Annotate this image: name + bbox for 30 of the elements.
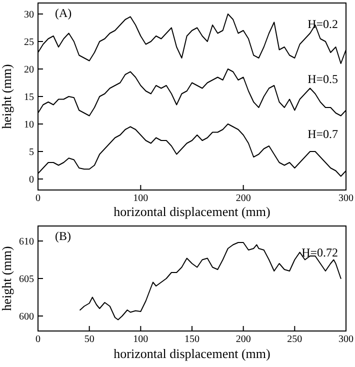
y-axis-title: height (mm) xyxy=(0,246,14,311)
y-tick-label: 10 xyxy=(24,120,34,130)
x-tick-label: 300 xyxy=(338,334,354,345)
x-tick-label: 200 xyxy=(236,334,251,345)
chart-title: (B) xyxy=(55,229,71,243)
y-tick-label: 5 xyxy=(29,147,34,158)
series-label: H=0.7 xyxy=(308,127,338,141)
line-series xyxy=(80,242,342,320)
x-tick-label: 300 xyxy=(338,193,354,204)
x-tick-label: 250 xyxy=(287,334,302,345)
x-tick-label: 200 xyxy=(236,193,251,204)
series-label: H=0.5 xyxy=(308,72,338,86)
y-axis-title: height (mm) xyxy=(0,64,14,129)
y-tick-label: 600 xyxy=(19,312,34,322)
y-tick-label: 610 xyxy=(19,236,34,248)
x-axis-title: horizontal displacement (mm) xyxy=(114,204,270,219)
y-tick-label: 30 xyxy=(24,10,34,20)
series-label: H=0.2 xyxy=(308,17,338,31)
chart-title: (A) xyxy=(55,6,72,20)
series-label: H=0.72 xyxy=(302,246,338,260)
y-tick-label: 605 xyxy=(19,274,34,285)
x-tick-label: 100 xyxy=(133,334,148,345)
y-tick-label: 25 xyxy=(24,37,34,48)
y-tick-label: 20 xyxy=(24,64,34,76)
y-tick-label: 15 xyxy=(24,92,34,103)
x-tick-label: 50 xyxy=(84,334,94,345)
y-tick-label: 0 xyxy=(29,174,34,186)
x-axis-title: horizontal displacement (mm) xyxy=(114,346,270,361)
x-tick-label: 100 xyxy=(133,193,148,204)
x-tick-label: 150 xyxy=(184,334,200,345)
